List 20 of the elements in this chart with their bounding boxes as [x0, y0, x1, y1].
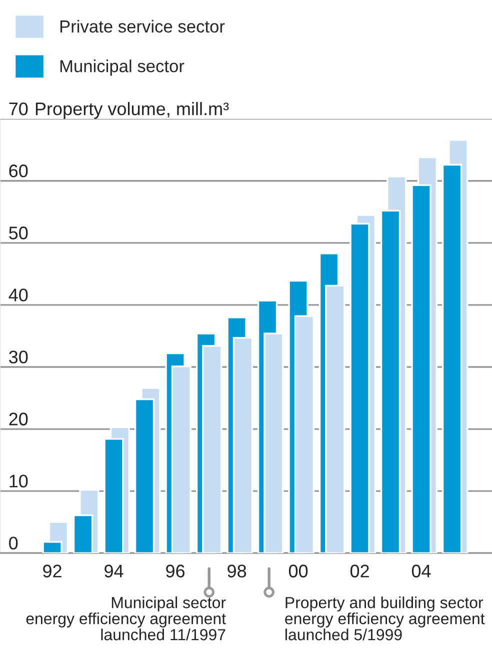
legend-label: Municipal sector: [60, 60, 184, 76]
y-tick-label: 20: [9, 412, 28, 426]
x-tick-label: 98: [228, 564, 246, 578]
y-tick-label: 60: [9, 164, 28, 178]
x-tick-label: 94: [104, 564, 124, 578]
y-tick-label: 30: [9, 350, 28, 364]
legend-label: Private service sector: [60, 20, 225, 33]
x-tick-label: 04: [412, 564, 431, 578]
y-axis-title: Property volume, mill.m³: [36, 102, 229, 119]
y-tick-label: 40: [8, 288, 28, 302]
ref-line-label: Property and building sector energy efficiency agreement launched 5/1999: [285, 596, 485, 640]
x-tick-label: 96: [166, 564, 185, 578]
y-tick-label: 10: [10, 474, 28, 488]
y-tick-label: 0: [9, 536, 18, 550]
x-tick-label: 92: [43, 564, 62, 578]
y-tick-label: 50: [9, 226, 28, 240]
x-tick-label: 02: [350, 564, 369, 578]
ref-line-label: Municipal sector energy efficiency agreement launched 11/1997: [26, 596, 226, 640]
x-tick-label: 00: [288, 564, 308, 578]
y-tick-label: 70: [9, 102, 28, 116]
